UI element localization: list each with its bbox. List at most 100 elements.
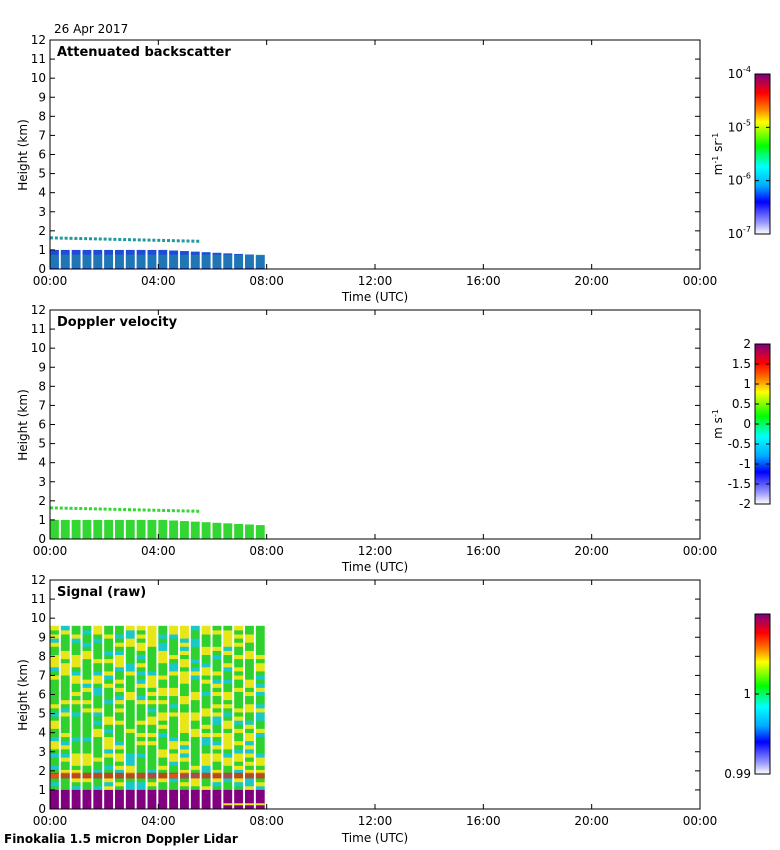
- signal-cell: [104, 736, 114, 742]
- colorbar: [754, 73, 771, 235]
- backscatter-profile-core: [158, 254, 168, 269]
- backscatter-profile-core: [180, 254, 189, 269]
- signal-cell: [245, 707, 254, 713]
- signal-cell: [125, 748, 135, 754]
- velocity-profile: [255, 525, 265, 539]
- signal-cell: [115, 629, 124, 635]
- signal-boundary-layer: [50, 789, 59, 809]
- signal-cell: [82, 683, 92, 688]
- signal-cell: [234, 634, 244, 639]
- signal-cell: [71, 699, 81, 705]
- signal-cell: [104, 638, 114, 643]
- signal-cell: [60, 748, 70, 754]
- signal-cell: [50, 703, 59, 709]
- signal-cell: [245, 687, 254, 692]
- y-tick-label: 5: [38, 167, 46, 181]
- signal-cell: [255, 744, 265, 750]
- signal-cell: [147, 724, 157, 729]
- signal-cell: [147, 720, 157, 725]
- x-tick-label: 12:00: [358, 544, 393, 558]
- elevated-layer-dot: [196, 509, 200, 513]
- signal-cell: [82, 785, 92, 791]
- signal-cell: [158, 703, 168, 709]
- signal-cell: [212, 781, 222, 787]
- signal-cell: [147, 748, 157, 754]
- signal-cell: [245, 781, 254, 787]
- signal-cell: [125, 752, 135, 758]
- signal-cell: [234, 675, 244, 680]
- signal-cell: [158, 629, 168, 635]
- signal-cell: [93, 687, 103, 692]
- signal-cell: [115, 752, 124, 758]
- signal-cell: [147, 670, 157, 676]
- signal-red-band: [50, 772, 59, 779]
- signal-cell: [180, 691, 189, 697]
- signal-cell: [223, 666, 233, 672]
- signal-cell: [125, 736, 135, 742]
- signal-cell: [223, 658, 233, 664]
- signal-cell: [50, 666, 59, 672]
- signal-cell: [60, 703, 70, 709]
- elevated-layer-dot: [162, 508, 166, 512]
- signal-cell: [245, 695, 254, 701]
- signal-cell: [147, 728, 157, 733]
- signal-cell: [223, 679, 233, 684]
- signal-cell: [223, 646, 233, 651]
- signal-boundary-layer: [82, 789, 92, 809]
- y-tick-label: 0: [38, 802, 46, 816]
- y-tick-label: 6: [38, 148, 46, 162]
- signal-profile: [125, 625, 135, 809]
- signal-cell: [234, 638, 244, 643]
- signal-cell: [115, 785, 124, 791]
- elevated-layer-dot: [64, 506, 68, 510]
- elevated-layer-dot: [50, 506, 53, 510]
- signal-cell: [190, 752, 200, 758]
- signal-cell: [93, 728, 103, 733]
- signal-cell: [234, 666, 244, 672]
- signal-cell: [71, 777, 81, 783]
- signal-cell: [147, 732, 157, 738]
- signal-cell: [169, 703, 179, 709]
- signal-cell: [169, 765, 179, 770]
- signal-cell: [115, 625, 124, 631]
- elevated-layer-dot: [137, 238, 141, 242]
- signal-cell: [223, 703, 233, 709]
- signal-cell: [104, 642, 114, 647]
- signal-cell: [169, 744, 179, 750]
- signal-cell: [115, 699, 124, 705]
- signal-cell: [50, 716, 59, 721]
- signal-cell: [93, 691, 103, 697]
- signal-cell: [201, 707, 211, 713]
- velocity-profile: [201, 522, 211, 539]
- signal-cell: [60, 691, 70, 697]
- x-tick-label: 16:00: [466, 544, 501, 558]
- signal-cell: [234, 687, 244, 692]
- backscatter-heatmap: [50, 236, 265, 269]
- signal-cell: [115, 687, 124, 692]
- signal-cell: [104, 732, 114, 738]
- footer-label: Finokalia 1.5 micron Doppler Lidar: [4, 832, 238, 846]
- signal-cell: [234, 740, 244, 746]
- signal-cell: [212, 716, 222, 721]
- signal-cell: [169, 699, 179, 705]
- signal-cell: [147, 658, 157, 664]
- signal-cell: [180, 687, 189, 692]
- colorbar-tick-label: 1: [743, 687, 751, 701]
- signal-cell: [50, 699, 59, 705]
- signal-profile: [158, 625, 168, 809]
- signal-cell: [93, 736, 103, 742]
- elevated-layer-dot: [98, 237, 102, 241]
- y-tick-label: 3: [38, 475, 46, 489]
- signal-cell: [60, 740, 70, 746]
- elevated-layer-dot: [123, 508, 127, 512]
- velocity-profile: [50, 519, 59, 539]
- velocity-profile: [104, 519, 114, 539]
- signal-cell: [82, 642, 92, 647]
- velocity-profile: [147, 519, 157, 539]
- signal-cell: [71, 634, 81, 639]
- signal-cell: [234, 724, 244, 729]
- signal-cell: [234, 683, 244, 688]
- elevated-layer-dot: [147, 508, 151, 512]
- signal-cell: [190, 757, 200, 762]
- signal-cell: [255, 748, 265, 754]
